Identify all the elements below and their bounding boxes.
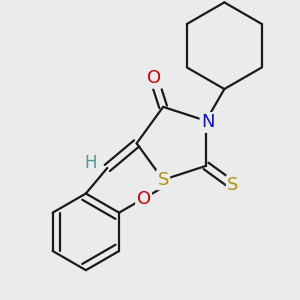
Text: N: N [201,113,214,131]
Text: H: H [84,154,97,172]
Text: S: S [227,176,239,194]
Text: O: O [147,69,161,87]
Text: O: O [136,190,151,208]
Text: S: S [158,171,169,189]
